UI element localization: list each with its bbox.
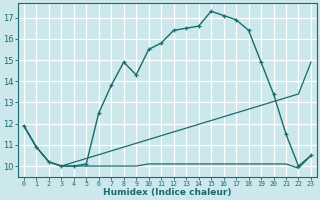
X-axis label: Humidex (Indice chaleur): Humidex (Indice chaleur) (103, 188, 232, 197)
